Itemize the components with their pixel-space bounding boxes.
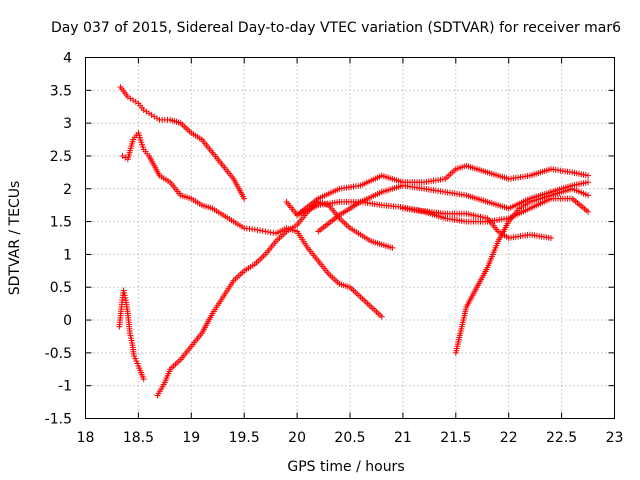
data-point [585,208,592,215]
axis-ticks [85,57,615,419]
y-tick-label: 2.5 [50,149,72,165]
data-point [140,376,147,383]
x-tick-label: 18 [77,430,95,446]
y-tick-label: -1.5 [45,412,72,428]
grid [85,57,615,419]
data-points [116,84,592,399]
y-tick-label: 1 [63,247,72,263]
x-tick-label: 21.5 [440,430,471,446]
x-tick-label: 22.5 [546,430,577,446]
chart-title: Day 037 of 2015, Sidereal Day-to-day VTE… [51,20,621,36]
data-point [585,192,592,199]
x-tick-labels: 18 18.5 19 19.5 20 20.5 21 21.5 22 22.5 23 [77,430,624,446]
y-axis-label: SDTVAR / TECUs [7,181,23,296]
x-axis-label: GPS time / hours [287,459,404,475]
y-tick-label: 0.5 [50,280,72,296]
x-tick-label: 19 [182,430,200,446]
y-tick-label: -1 [58,379,72,395]
y-tick-labels: -1.5 -1 -0.5 0 0.5 1 1.5 2 2.5 3 3.5 4 [45,51,72,428]
y-tick-label: 3.5 [50,83,72,99]
y-tick-label: 1.5 [50,215,72,231]
x-tick-label: 21 [394,430,412,446]
x-tick-label: 22 [500,430,518,446]
y-tick-label: -0.5 [45,346,72,362]
data-point [585,179,592,186]
x-tick-label: 23 [606,430,624,446]
data-point [378,313,385,320]
data-point [241,195,248,202]
y-tick-label: 4 [63,51,72,67]
x-tick-label: 20.5 [334,430,365,446]
y-tick-label: 0 [63,313,72,329]
data-point [585,172,592,179]
x-tick-label: 20 [288,430,306,446]
x-tick-label: 19.5 [229,430,260,446]
y-tick-label: 3 [63,116,72,132]
data-point [389,244,396,251]
x-tick-label: 18.5 [123,430,154,446]
plot-frame [85,57,615,419]
data-point [548,235,555,241]
y-tick-label: 2 [63,182,72,198]
